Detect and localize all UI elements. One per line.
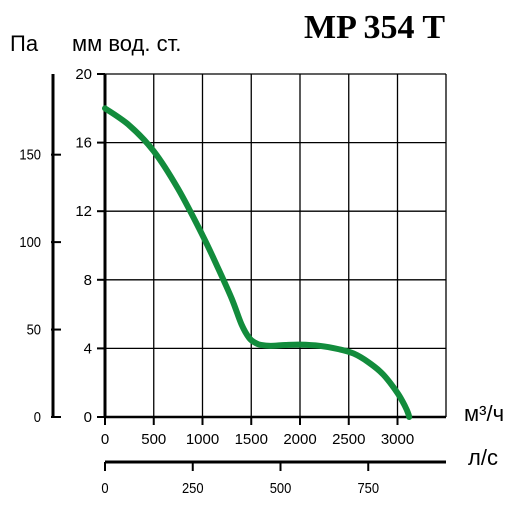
mm-tick-label: 8 — [84, 272, 92, 289]
ls-tick-label: 500 — [270, 480, 292, 497]
m3h-tick-label: 3000 — [381, 431, 414, 448]
performance-curve — [102, 105, 413, 420]
axes — [51, 73, 446, 471]
pa-unit-label: Па — [10, 31, 39, 56]
pa-tick-label: 50 — [27, 322, 41, 339]
mm-tick-label: 4 — [84, 340, 92, 357]
mm-tick-label: 20 — [75, 66, 92, 83]
grid — [104, 73, 447, 418]
mm-tick-label: 0 — [84, 409, 92, 426]
pa-tick-label: 100 — [19, 234, 41, 251]
m3h-tick-label: 1500 — [235, 431, 268, 448]
pa-tick-label: 0 — [34, 409, 41, 426]
curves — [102, 105, 413, 420]
ls-unit-label: л/с — [468, 445, 498, 470]
ls-tick-label: 250 — [182, 480, 204, 497]
chart-title: MP 354 T — [304, 9, 445, 46]
ls-tick-label: 0 — [101, 480, 108, 497]
m3h-unit-label: м³/ч — [464, 401, 504, 426]
pa-tick-label: 150 — [19, 147, 41, 164]
mm-unit-label: мм вод. ст. — [72, 31, 181, 56]
m3h-tick-label: 1000 — [186, 431, 219, 448]
ls-tick-label: 750 — [357, 480, 379, 497]
mm-tick-label: 16 — [75, 135, 92, 152]
m3h-tick-label: 2000 — [283, 431, 316, 448]
mm-tick-label: 12 — [75, 203, 92, 220]
m3h-tick-label: 500 — [141, 431, 166, 448]
m3h-tick-label: 0 — [101, 431, 109, 448]
m3h-tick-label: 2500 — [332, 431, 365, 448]
